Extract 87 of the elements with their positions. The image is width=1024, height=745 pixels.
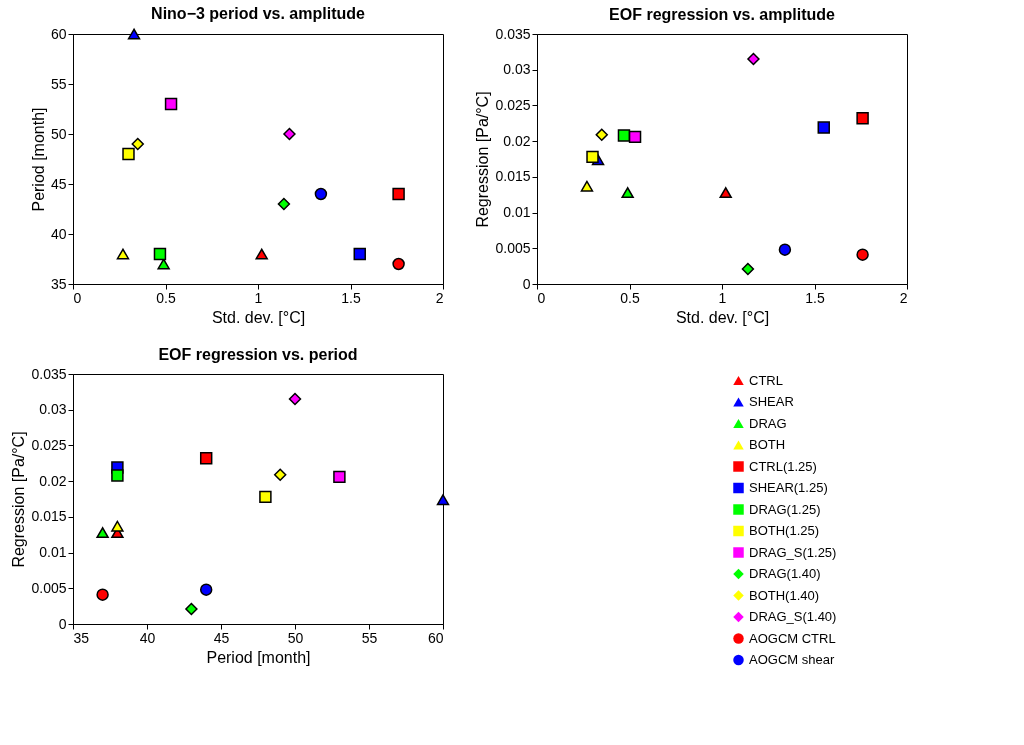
chart-title: Nino−3 period vs. amplitude bbox=[151, 5, 366, 23]
x-axis-title: Period [month] bbox=[206, 648, 311, 666]
y-tick-label: 60 bbox=[50, 25, 67, 42]
y-tick-label: 0.035 bbox=[31, 365, 67, 382]
legend-label: DRAG(1.40) bbox=[749, 566, 821, 581]
point bbox=[122, 147, 135, 161]
x-tick-label: 0 bbox=[73, 289, 82, 306]
legend-label: DRAG bbox=[749, 415, 787, 431]
y-tick-label: 0.035 bbox=[495, 25, 531, 42]
y-axis-title: Regression [Pa/°C] bbox=[474, 91, 492, 228]
point bbox=[595, 128, 608, 141]
chart-title: EOF regression vs. period bbox=[158, 346, 358, 363]
point bbox=[617, 129, 631, 142]
y-tick-label: 0.03 bbox=[39, 401, 67, 418]
point bbox=[164, 97, 178, 111]
y-tick-label: 35 bbox=[50, 275, 67, 292]
point bbox=[856, 112, 869, 125]
y-tick-label: 0.02 bbox=[39, 472, 67, 489]
legend-label: DRAG_S(1.40) bbox=[749, 609, 837, 624]
x-tick-label: 2 bbox=[899, 289, 908, 306]
x-tick-label: 0 bbox=[537, 289, 546, 306]
x-tick-label: 1.5 bbox=[805, 289, 825, 306]
x-tick-label: 1 bbox=[254, 289, 263, 306]
point bbox=[153, 247, 167, 261]
x-axis-title: Std. dev. [°C] bbox=[675, 308, 770, 326]
y-tick-label: 0 bbox=[522, 275, 531, 292]
point bbox=[628, 130, 642, 144]
point bbox=[255, 248, 268, 260]
chart-title: EOF regression vs. amplitude bbox=[609, 6, 836, 23]
legend-label: CTRL(1.25) bbox=[749, 458, 817, 474]
y-tick-label: 0.02 bbox=[503, 132, 531, 149]
y-tick-label: 45 bbox=[50, 175, 67, 192]
point bbox=[621, 187, 634, 199]
y-tick-label: 0.015 bbox=[31, 508, 67, 525]
legend-label: BOTH(1.40) bbox=[749, 587, 820, 603]
point bbox=[817, 121, 830, 134]
point bbox=[719, 187, 732, 199]
x-tick-label: 40 bbox=[139, 629, 156, 646]
x-tick-label: 0.5 bbox=[620, 289, 640, 306]
y-axis-title: Period [month] bbox=[29, 107, 47, 212]
point bbox=[314, 187, 328, 201]
y-axis-title: Regression [Pa/°C] bbox=[10, 431, 28, 568]
y-tick-label: 0.01 bbox=[503, 204, 531, 221]
y-tick-label: 55 bbox=[50, 75, 67, 92]
y-tick-label: 0.005 bbox=[495, 239, 531, 256]
point bbox=[127, 28, 141, 40]
x-tick-label: 1.5 bbox=[341, 289, 361, 306]
point bbox=[277, 197, 291, 211]
point bbox=[392, 187, 405, 201]
point bbox=[131, 137, 144, 151]
y-tick-label: 0.01 bbox=[39, 544, 67, 561]
point bbox=[856, 248, 869, 261]
x-tick-label: 45 bbox=[213, 629, 230, 646]
legend-label: BOTH(1.25) bbox=[749, 523, 820, 538]
x-tick-label: 35 bbox=[73, 629, 90, 646]
x-axis-title: Std. dev. [°C] bbox=[211, 308, 306, 326]
point bbox=[747, 52, 760, 66]
y-tick-label: 0.03 bbox=[503, 61, 531, 78]
y-tick-label: 0.025 bbox=[31, 436, 67, 453]
x-tick-label: 60 bbox=[427, 629, 444, 646]
y-tick-label: 50 bbox=[50, 125, 67, 142]
point bbox=[353, 247, 366, 261]
x-tick-label: 55 bbox=[361, 629, 378, 646]
legend-label: BOTH bbox=[749, 437, 786, 452]
point bbox=[283, 127, 296, 141]
legend-label: DRAG(1.25) bbox=[749, 501, 821, 517]
y-tick-label: 0.005 bbox=[31, 579, 67, 596]
y-tick-label: 0.015 bbox=[495, 168, 531, 185]
legend-label: AOGCM CTRL bbox=[749, 630, 836, 646]
y-tick-label: 40 bbox=[50, 225, 67, 242]
x-tick-label: 50 bbox=[287, 629, 304, 646]
legend-label: CTRL bbox=[749, 372, 783, 388]
point bbox=[741, 262, 755, 276]
x-tick-label: 0.5 bbox=[156, 289, 176, 306]
legend-label: AOGCM shear bbox=[749, 652, 835, 667]
point bbox=[392, 257, 405, 271]
point bbox=[586, 150, 599, 164]
point bbox=[778, 243, 792, 256]
x-tick-label: 2 bbox=[435, 289, 444, 306]
y-tick-label: 0.025 bbox=[495, 96, 531, 113]
point bbox=[580, 180, 594, 192]
point bbox=[116, 248, 130, 260]
y-tick-label: 0 bbox=[58, 615, 67, 632]
legend-label: DRAG_S(1.25) bbox=[749, 544, 837, 560]
legend-label: SHEAR bbox=[749, 394, 794, 409]
legend-label: SHEAR(1.25) bbox=[749, 480, 828, 495]
x-tick-label: 1 bbox=[718, 289, 727, 306]
